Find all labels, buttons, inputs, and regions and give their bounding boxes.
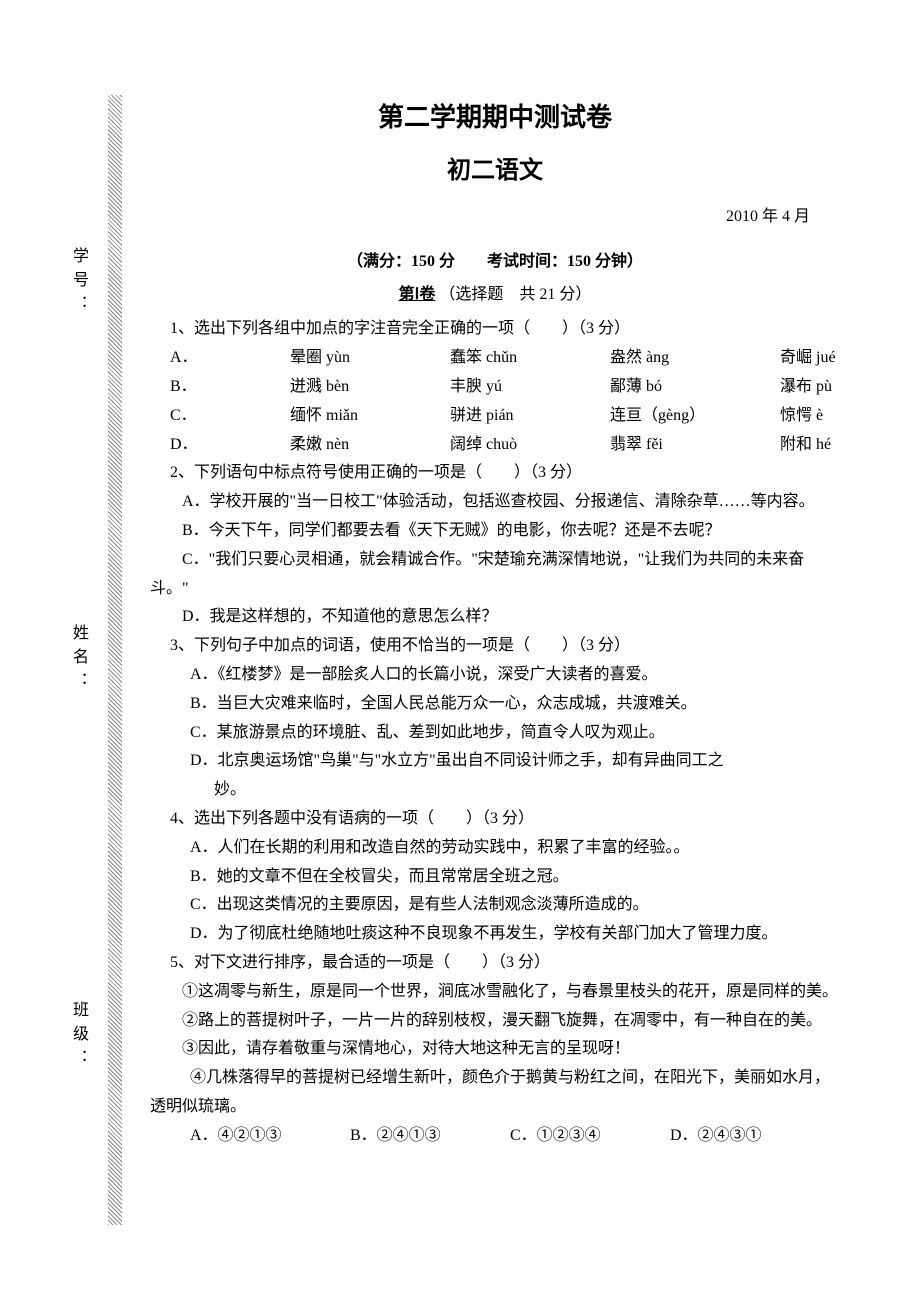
q5-p4: ④几株落得早的菩提树已经增生新叶，颜色介于鹅黄与粉红之间，在阳光下，美丽如水月，… — [150, 1064, 840, 1122]
q1-d-4: 附和 hé — [780, 431, 840, 460]
q1-a-label: A． — [170, 344, 290, 373]
q4-d: D．为了彻底杜绝随地吐痰这种不良现象不再发生，学校有关部门加大了管理力度。 — [190, 920, 840, 949]
document-content: 第二学期期中测试卷 初二语文 2010 年 4 月 （满分：150 分 考试时间… — [150, 95, 840, 1150]
q1-b-4: 瀑布 pù — [780, 373, 840, 402]
q1-d-3: 翡翠 fěi — [610, 431, 780, 460]
q5-opt-c: C．①②③④ — [510, 1122, 670, 1151]
q2-d: D．我是这样想的，不知道他的意思怎么样？ — [150, 603, 840, 632]
section-desc: （选择题 共 21 分） — [439, 286, 591, 303]
q5-p1: ①这凋零与新生，原是同一个世界，涧底冰雪融化了，与春景里枝头的花开，原是同样的美… — [150, 978, 840, 1007]
exam-date: 2010 年 4 月 — [150, 203, 840, 232]
q5-stem: 5、对下文进行排序，最合适的一项是（ ）（3 分） — [170, 949, 840, 978]
q5-options: A．④②①③ B．②④①③ C．①②③④ D．②④③① — [190, 1122, 840, 1151]
q1-d-2: 阔绰 chuò — [450, 431, 610, 460]
q3-d1: D．北京奥运场馆"鸟巢"与"水立方"虽出自不同设计师之手，却有异曲同工之 — [190, 747, 840, 776]
q5-opt-a: A．④②①③ — [190, 1122, 350, 1151]
q5-p2: ②路上的菩提树叶子，一片一片的辞别枝杈，漫天翻飞旋舞，在凋零中，有一种自在的美。 — [150, 1007, 840, 1036]
q3-a: A．《红楼梦》是一部脍炙人口的长篇小说，深受广大读者的喜爱。 — [190, 661, 840, 690]
q1-row-a: A． 晕圈 yùn 蠢笨 chǔn 盎然 àng 奇崛 jué — [170, 344, 840, 373]
q4-stem: 4、选出下列各题中没有语病的一项（ ）（3 分） — [170, 805, 840, 834]
q3-stem: 3、下列句子中加点的词语，使用不恰当的一项是（ ）（3 分） — [170, 632, 840, 661]
q5-p3: ③因此，请存着敬重与深情地心，对待大地这种无言的呈现呀！ — [150, 1035, 840, 1064]
q4-a: A．人们在长期的利用和改造自然的劳动实践中，积累了丰富的经验。。 — [190, 834, 840, 863]
q1-a-3: 盎然 àng — [610, 344, 780, 373]
q2-a: A．学校开展的"当一日校工"体验活动，包括巡查校园、分报递信、清除杂草……等内容… — [150, 488, 840, 517]
q1-b-label: B． — [170, 373, 290, 402]
q1-b-3: 鄙薄 bó — [610, 373, 780, 402]
q2-stem: 2、下列语句中标点符号使用正确的一项是（ ）（3 分） — [170, 459, 840, 488]
q2-b: B．今天下午，同学们都要去看《天下无贼》的电影，你去呢？还是不去呢？ — [150, 517, 840, 546]
student-id-label: 学号： — [66, 247, 90, 319]
q1-row-d: D． 柔嫩 nèn 阔绰 chuò 翡翠 fěi 附和 hé — [170, 431, 840, 460]
q1-a-1: 晕圈 yùn — [290, 344, 450, 373]
q3-d2: 妙。 — [214, 776, 840, 805]
class-label: 班级： — [66, 1001, 90, 1073]
q1-b-2: 丰腴 yú — [450, 373, 610, 402]
q1-d-label: D． — [170, 431, 290, 460]
q1-row-c: C． 缅怀 miǎn 骈进 pián 连亘（gèng） 惊愕 è — [170, 402, 840, 431]
q1-row-b: B． 迸溅 bèn 丰腴 yú 鄙薄 bó 瀑布 pù — [170, 373, 840, 402]
q1-a-2: 蠢笨 chǔn — [450, 344, 610, 373]
q1-c-3: 连亘（gèng） — [610, 402, 780, 431]
q2-c: C．"我们只要心灵相通，就会精诚合作。"宋楚瑜充满深情地说，"让我们为共同的未来… — [150, 546, 840, 604]
section-number: 第Ⅰ卷 — [399, 286, 436, 303]
q3-c: C．某旅游景点的环境脏、乱、差到如此地步，简直令人叹为观止。 — [190, 719, 840, 748]
title-main: 第二学期期中测试卷 — [150, 95, 840, 142]
section-header: 第Ⅰ卷 （选择题 共 21 分） — [150, 281, 840, 310]
vertical-label-area: 学号： 姓名： 班级： — [58, 95, 98, 1225]
q5-opt-b: B．②④①③ — [350, 1122, 510, 1151]
binding-strip — [108, 95, 122, 1225]
q4-c: C．出现这类情况的主要原因，是有些人法制观念淡薄所造成的。 — [190, 891, 840, 920]
q1-a-4: 奇崛 jué — [780, 344, 840, 373]
q3-b: B．当巨大灾难来临时，全国人民总能万众一心，众志成城，共渡难关。 — [190, 690, 840, 719]
q4-b: B．她的文章不但在全校冒尖，而且常常居全班之冠。 — [190, 863, 840, 892]
q1-c-2: 骈进 pián — [450, 402, 610, 431]
title-sub: 初二语文 — [150, 150, 840, 193]
q1-c-1: 缅怀 miǎn — [290, 402, 450, 431]
q1-c-label: C． — [170, 402, 290, 431]
q1-c-4: 惊愕 è — [780, 402, 840, 431]
name-label: 姓名： — [66, 624, 90, 696]
q1-d-1: 柔嫩 nèn — [290, 431, 450, 460]
q1-stem: 1、选出下列各组中加点的字注音完全正确的一项（ ）（3 分） — [170, 315, 840, 344]
q1-b-1: 迸溅 bèn — [290, 373, 450, 402]
exam-info: （满分：150 分 考试时间：150 分钟） — [150, 248, 840, 277]
q5-opt-d: D．②④③① — [670, 1122, 830, 1151]
